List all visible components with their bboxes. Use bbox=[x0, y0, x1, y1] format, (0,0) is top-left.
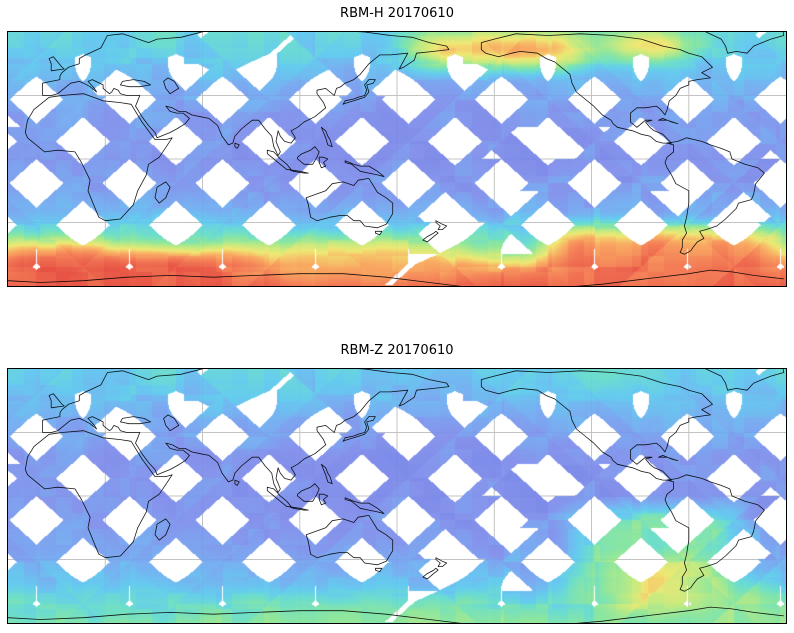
swath-canvas-rbm-z bbox=[8, 369, 786, 623]
map-rbm-h bbox=[7, 31, 787, 287]
panel-title-rbm-h: RBM-H 20170610 bbox=[340, 6, 454, 21]
coastline-layer-rbm-h bbox=[8, 32, 785, 286]
swath-canvas-rbm-h bbox=[8, 32, 786, 286]
map-rbm-z bbox=[7, 368, 787, 624]
panel-title-rbm-z: RBM-Z 20170610 bbox=[340, 343, 454, 358]
coastline-layer-rbm-z bbox=[8, 369, 785, 623]
